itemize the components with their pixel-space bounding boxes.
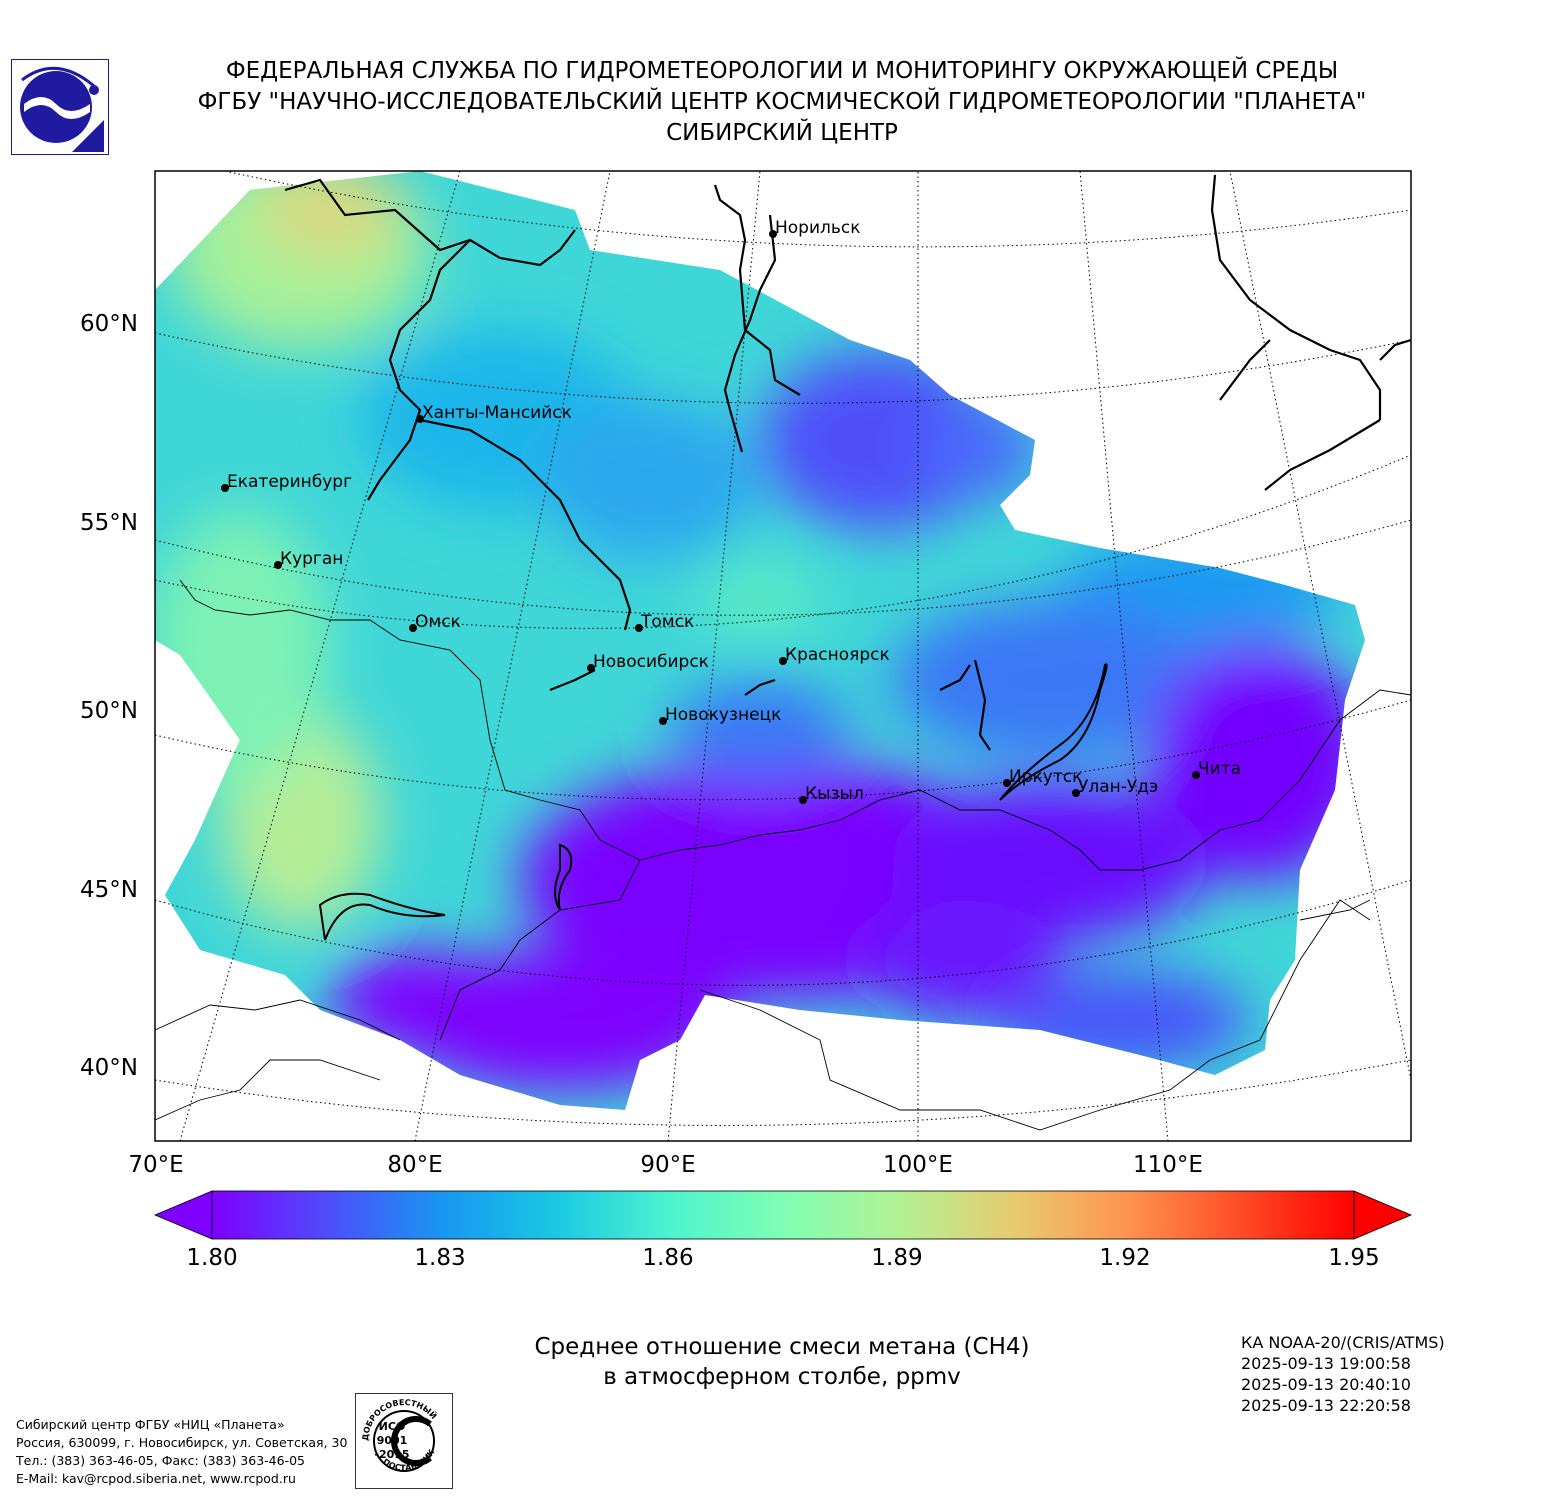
lon-label-100: 100°E xyxy=(883,1152,953,1178)
city-dot xyxy=(1003,779,1011,787)
city-dot xyxy=(409,624,417,632)
header-line-2: ФГБУ "НАУЧНО-ИССЛЕДОВАТЕЛЬСКИЙ ЦЕНТР КОС… xyxy=(197,89,1367,115)
rivers xyxy=(284,174,1411,751)
city-dot xyxy=(779,657,787,665)
header-line-3: СИБИРСКИЙ ЦЕНТР xyxy=(666,120,898,146)
city-dot xyxy=(635,624,643,632)
pass-time-2: 2025-09-13 20:40:10 xyxy=(1241,1375,1411,1394)
city-label: Кызыл xyxy=(805,784,864,804)
colorbar-min-extend xyxy=(153,1190,213,1240)
caption-line-1: Среднее отношение смеси метана (CH4) xyxy=(534,1334,1030,1360)
city-label: Екатеринбург xyxy=(227,472,352,492)
caption-line-2: в атмосферном столбе, ppmv xyxy=(603,1364,961,1390)
iso-badge-year: -2015 xyxy=(374,1448,409,1461)
cities: Норильск Ханты-Мансийск Екатеринбург Курган… xyxy=(221,218,1241,804)
graticule xyxy=(155,171,1411,1141)
city-label: Красноярск xyxy=(785,645,890,665)
city-label: Норильск xyxy=(775,218,861,238)
city-label: Томск xyxy=(640,612,694,632)
city-dot xyxy=(274,561,282,569)
city-marker: Омск xyxy=(409,612,461,632)
city-label: Улан-Удэ xyxy=(1078,777,1158,797)
city-dot xyxy=(1192,771,1200,779)
lon-label-80: 80°E xyxy=(387,1152,443,1178)
iso-badge-number: 9001 xyxy=(377,1434,408,1447)
contacts-address: Россия, 630099, г. Новосибирск, ул. Сове… xyxy=(16,1435,348,1450)
city-marker: Норильск xyxy=(769,218,861,238)
city-dot xyxy=(1072,789,1080,797)
city-marker: Чита xyxy=(1192,759,1241,779)
planeta-logo xyxy=(11,59,109,155)
lat-label-45: 45°N xyxy=(80,877,138,903)
lake-baikal xyxy=(999,663,1108,801)
colorbar-body xyxy=(212,1191,1354,1239)
map-caption: Среднее отношение смеси метана (CH4) в а… xyxy=(480,1332,1084,1392)
colorbar-tick-6: 1.95 xyxy=(1328,1245,1380,1271)
lake-zaisan xyxy=(554,843,573,911)
iso-badge-iso: ИСО xyxy=(379,1420,406,1433)
city-marker: Улан-Удэ xyxy=(1072,777,1158,797)
city-dot xyxy=(221,484,229,492)
city-dot xyxy=(769,230,777,238)
contacts-org: Сибирский центр ФГБУ «НИЦ «Планета» xyxy=(16,1417,285,1432)
lat-label-60: 60°N xyxy=(80,311,138,337)
city-marker: Кызыл xyxy=(799,784,864,804)
satellite-name: КА NOAA-20/(CRIS/ATMS) xyxy=(1241,1333,1445,1352)
lake-balkhash xyxy=(318,892,446,941)
city-label: Курган xyxy=(280,549,343,569)
city-label: Ханты-Мансийск xyxy=(422,403,572,423)
lon-label-70: 70°E xyxy=(128,1152,184,1178)
colorbar-tick-2: 1.83 xyxy=(414,1245,466,1271)
city-dot xyxy=(799,796,807,804)
contacts: Сибирский центр ФГБУ «НИЦ «Планета» Росс… xyxy=(16,1416,347,1488)
header-line-1: ФЕДЕРАЛЬНАЯ СЛУЖБА ПО ГИДРОМЕТЕОРОЛОГИИ … xyxy=(225,58,1339,84)
city-label: Иркутск xyxy=(1009,767,1082,787)
city-dot xyxy=(659,717,667,725)
city-marker: Ханты-Мансийск xyxy=(416,403,572,423)
city-marker: Иркутск xyxy=(1003,767,1082,787)
lon-label-90: 90°E xyxy=(640,1152,696,1178)
map-frame xyxy=(154,170,1412,1142)
colorbar-max-extend xyxy=(1353,1190,1413,1240)
contacts-email: E-Mail: kav@rcpod.siberia.net, www.rcpod… xyxy=(16,1471,296,1486)
iso-badge: ДОБРОСОВЕСТНЫЙ ПОСТАВЩИК ИСО 9001 -2015 xyxy=(355,1393,453,1489)
header: ФЕДЕРАЛЬНАЯ СЛУЖБА ПО ГИДРОМЕТЕОРОЛОГИИ … xyxy=(120,56,1444,149)
colorbar-tick-3: 1.86 xyxy=(642,1245,694,1271)
pass-time-3: 2025-09-13 22:20:58 xyxy=(1241,1396,1411,1415)
city-marker: Красноярск xyxy=(779,645,890,665)
city-marker: Томск xyxy=(635,612,694,632)
city-dot xyxy=(416,415,424,423)
lon-label-110: 110°E xyxy=(1133,1152,1203,1178)
city-marker: Курган xyxy=(274,549,343,569)
city-label: Чита xyxy=(1198,759,1241,779)
pass-time-1: 2025-09-13 19:00:58 xyxy=(1241,1354,1411,1373)
satellite-info: КА NOAA-20/(CRIS/ATMS) 2025-09-13 19:00:… xyxy=(1241,1332,1445,1416)
city-marker: Новосибирск xyxy=(587,652,709,672)
colorbar-tick-5: 1.92 xyxy=(1099,1245,1151,1271)
contacts-phone: Тел.: (383) 363-46-05, Факс: (383) 363-4… xyxy=(16,1453,306,1468)
lat-label-55: 55°N xyxy=(80,510,138,536)
city-label: Омск xyxy=(415,612,461,632)
city-marker: Новокузнецк xyxy=(659,705,781,725)
lat-label-50: 50°N xyxy=(80,698,138,724)
colorbar-tick-4: 1.89 xyxy=(871,1245,923,1271)
borders xyxy=(155,579,1411,1131)
city-marker: Екатеринбург xyxy=(221,472,352,492)
city-dot xyxy=(587,664,595,672)
city-label: Новокузнецк xyxy=(665,705,781,725)
city-label: Новосибирск xyxy=(593,652,709,672)
colorbar-tick-1: 1.80 xyxy=(186,1245,238,1271)
colorbar xyxy=(153,1190,1413,1240)
lat-label-40: 40°N xyxy=(80,1055,138,1081)
map-area xyxy=(155,171,1411,1141)
methane-field xyxy=(155,171,1365,1110)
